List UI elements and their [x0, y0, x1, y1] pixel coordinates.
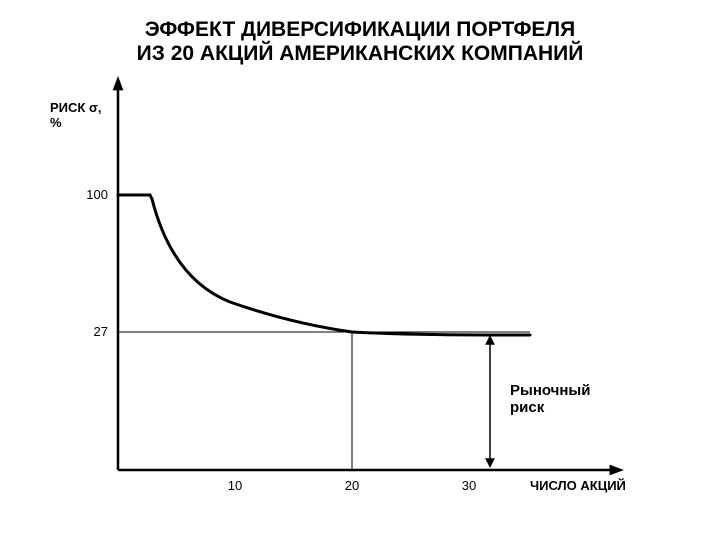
x-tick-20: 20 [342, 478, 362, 493]
chart-plot [0, 0, 720, 540]
y-tick-27: 27 [94, 324, 108, 339]
x-tick-10: 10 [225, 478, 245, 493]
x-axis-label: ЧИСЛО АКЦИЙ [530, 478, 626, 493]
x-tick-30: 30 [459, 478, 479, 493]
market-risk-label: Рыночный риск [510, 382, 590, 416]
y-tick-100: 100 [86, 187, 108, 202]
